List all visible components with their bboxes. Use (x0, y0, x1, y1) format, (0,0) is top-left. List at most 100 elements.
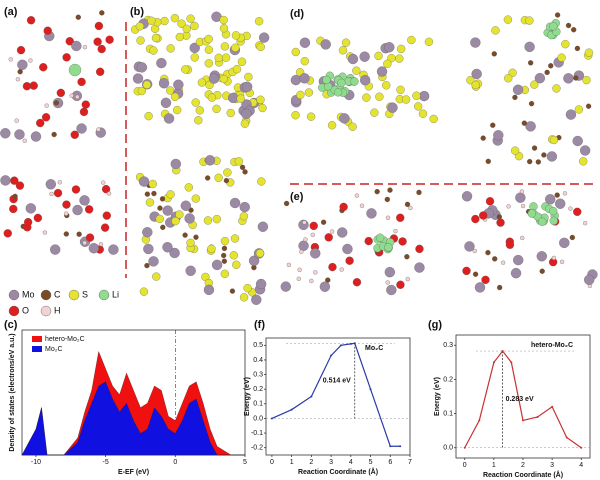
legend-label: Mo (22, 289, 35, 299)
point (565, 436, 568, 439)
atom (50, 244, 61, 255)
atom (549, 216, 558, 225)
atom (258, 103, 267, 113)
atom (546, 151, 558, 162)
atom (145, 198, 155, 207)
atom (493, 130, 504, 141)
point (389, 445, 392, 448)
atom (96, 127, 101, 132)
atom (310, 248, 321, 259)
atom (565, 22, 572, 29)
atom (283, 200, 290, 207)
atom (255, 278, 267, 290)
point (270, 417, 273, 420)
atom (138, 176, 150, 187)
atom (231, 43, 240, 52)
atom (554, 12, 561, 18)
atom (471, 214, 480, 224)
atom (328, 262, 337, 272)
point (551, 405, 554, 408)
atom (585, 103, 592, 109)
atom (291, 111, 300, 120)
atom (182, 24, 191, 33)
atom (418, 109, 428, 118)
atom (162, 242, 173, 253)
panel-label: (c) (4, 319, 18, 331)
atom (568, 206, 573, 211)
energy-curve (271, 342, 401, 447)
panel-label: (b) (130, 6, 144, 18)
atom (3, 229, 12, 238)
legend-swatch (40, 305, 52, 317)
atom (191, 98, 200, 107)
atom (82, 45, 88, 50)
atom (563, 73, 574, 84)
x-tick-label: 2 (521, 462, 525, 469)
atom (204, 155, 216, 166)
atom (79, 107, 89, 117)
atom (405, 276, 410, 282)
atom (396, 44, 406, 54)
y-axis-label: Energy (eV) (434, 377, 441, 416)
atom (382, 81, 391, 90)
atom (229, 197, 241, 209)
atom (492, 256, 498, 262)
atom (471, 80, 480, 90)
atom (519, 189, 525, 194)
atom (256, 42, 265, 52)
y-tick-label: -0.1 (251, 430, 263, 437)
atom (466, 76, 475, 85)
atom (415, 244, 424, 254)
atom (186, 238, 195, 248)
atom (82, 240, 87, 246)
atom (541, 152, 547, 158)
atom (220, 269, 229, 278)
atom (299, 73, 310, 84)
atom (23, 218, 33, 227)
atom (15, 77, 21, 82)
atom (221, 245, 228, 252)
atom (559, 237, 570, 248)
atom (505, 240, 515, 249)
atom (148, 256, 159, 267)
atom (464, 241, 475, 252)
atom (93, 37, 102, 46)
atom (149, 46, 158, 55)
point (369, 388, 372, 391)
atom (298, 240, 309, 251)
atom (177, 19, 186, 28)
point (399, 445, 402, 448)
atom (28, 58, 33, 63)
atom (414, 262, 425, 273)
atom (102, 211, 111, 220)
atom (226, 108, 235, 118)
atom (26, 16, 36, 25)
atom (472, 248, 477, 254)
x-tick-label: 3 (329, 459, 333, 466)
atom (76, 123, 87, 134)
atom (341, 38, 351, 47)
atom (471, 68, 482, 80)
atom (510, 268, 522, 279)
x-tick-label: 0 (173, 459, 177, 466)
atom (212, 214, 221, 224)
atom (142, 227, 153, 238)
atom (573, 75, 579, 81)
y-tick-label: 0.3 (443, 342, 453, 349)
atom (530, 80, 539, 89)
atom (461, 191, 473, 202)
atom (173, 79, 184, 90)
atom (136, 36, 145, 45)
x-axis-label: E-EF (eV) (118, 469, 149, 476)
structures (0, 10, 598, 305)
x-tick-label: -5 (103, 459, 109, 466)
atom (166, 44, 175, 53)
atom (258, 32, 270, 43)
atom (352, 278, 362, 287)
atom (207, 93, 217, 102)
atom (561, 40, 570, 49)
atom (383, 59, 392, 68)
atom (398, 237, 407, 246)
atom (500, 260, 506, 265)
